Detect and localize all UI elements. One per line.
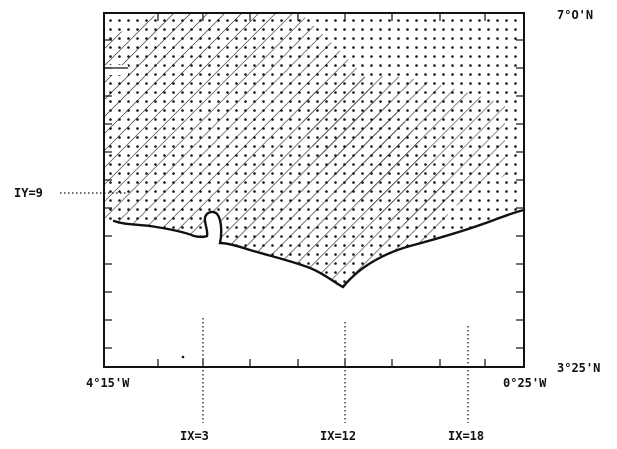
shaded-sea-area [104,13,524,287]
iy-marker-label: IY=9 [14,186,43,200]
stray-mark [181,355,185,359]
hatched-dotted-band [299,76,505,225]
coastline [112,208,526,289]
ix-12-label: IX=12 [320,429,356,443]
lat-south-label: 3°25'N [557,361,600,375]
lon-east-label: 0°25'W [503,376,547,390]
frame-ticks [104,13,524,367]
lat-north-label: 7°O'N [557,8,593,22]
lon-west-label: 4°15'W [86,376,130,390]
ix-3-label: IX=3 [180,429,209,443]
ix-18-label: IX=18 [448,429,484,443]
clear-band [104,65,128,75]
grid-index-markers [60,192,469,423]
map-frame [103,12,525,368]
